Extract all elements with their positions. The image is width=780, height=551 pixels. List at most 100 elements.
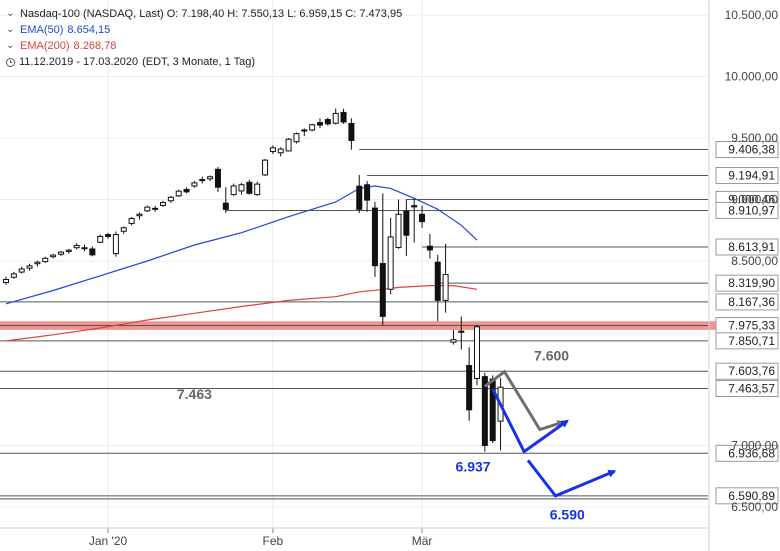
candle-body-up bbox=[175, 190, 182, 197]
candle bbox=[3, 276, 9, 285]
level-label: 8.319,90 bbox=[728, 276, 775, 290]
y-tick-label: 8.500,00 bbox=[731, 254, 778, 268]
candles bbox=[3, 108, 504, 452]
level-label: 9.194,91 bbox=[728, 169, 775, 183]
level-label: 8.167,36 bbox=[728, 295, 775, 309]
candle bbox=[73, 243, 80, 250]
candle-body-up bbox=[191, 182, 198, 187]
price-annotation: 7.463 bbox=[177, 386, 212, 402]
candle-body-up bbox=[269, 147, 276, 153]
candle-body-up bbox=[262, 159, 269, 176]
candle bbox=[105, 232, 112, 239]
candle bbox=[301, 128, 308, 137]
legend-ema50-value: 8.654,15 bbox=[67, 24, 111, 36]
candle-body-up bbox=[73, 245, 80, 249]
candle bbox=[89, 246, 96, 257]
grid bbox=[0, 0, 708, 528]
collapse-chevron-icon[interactable]: ⌄ bbox=[6, 8, 15, 19]
price-annotation: 6.937 bbox=[456, 458, 491, 474]
candle-body-up bbox=[136, 213, 143, 217]
candle-body-down bbox=[152, 207, 159, 210]
price-annotation: 7.600 bbox=[534, 348, 569, 364]
candle bbox=[230, 183, 237, 196]
x-tick-label: Feb bbox=[263, 534, 284, 548]
level-label-box bbox=[715, 274, 779, 292]
candle-body-down bbox=[246, 181, 253, 194]
candle bbox=[364, 181, 371, 212]
legend-ema50-label: EMA(50) bbox=[20, 24, 64, 36]
forecast-arrows bbox=[483, 369, 617, 498]
level-label-box bbox=[715, 201, 779, 219]
level-label: 9.406,38 bbox=[728, 143, 775, 157]
candle bbox=[411, 198, 418, 243]
candle-body-up bbox=[57, 251, 64, 255]
candle bbox=[65, 248, 72, 254]
candle bbox=[379, 193, 386, 325]
candle-body-up bbox=[395, 213, 402, 248]
candle bbox=[160, 200, 166, 207]
candle bbox=[269, 145, 276, 154]
candle bbox=[356, 174, 363, 214]
candle bbox=[81, 244, 88, 252]
candle-body-up bbox=[450, 339, 457, 343]
candle bbox=[50, 253, 57, 259]
candle bbox=[128, 216, 135, 226]
candle bbox=[34, 260, 41, 267]
candle-body-down bbox=[324, 119, 331, 125]
candle bbox=[466, 347, 473, 421]
candle-body-up bbox=[285, 138, 292, 152]
candle-body-up bbox=[238, 184, 245, 192]
candle-body-up bbox=[160, 202, 166, 206]
candle-body-up bbox=[65, 249, 72, 252]
candle bbox=[26, 263, 33, 271]
candle bbox=[120, 226, 127, 234]
ema200-line bbox=[5, 285, 478, 342]
candle bbox=[332, 108, 339, 125]
candle bbox=[293, 132, 300, 144]
level-label: 7.463,57 bbox=[728, 381, 775, 395]
candle bbox=[18, 266, 25, 274]
level-label: 8.910,97 bbox=[728, 203, 775, 217]
candle bbox=[285, 138, 292, 152]
candle bbox=[136, 212, 143, 220]
annotations: 7.600 7.463 6.937 6.590 bbox=[177, 348, 585, 523]
candle-body-up bbox=[34, 261, 41, 265]
candle-body-up bbox=[254, 183, 261, 196]
candle-body-up bbox=[309, 124, 316, 131]
candle-body-down bbox=[340, 111, 347, 123]
legend-range-row: 11.12.2019 - 17.03.2020 (EDT, 3 Monate, … bbox=[6, 54, 402, 70]
legend: ⌄ Nasdaq-100 (NASDAQ, Last) O: 7.198,40 … bbox=[6, 6, 402, 70]
y-tick-label: 7.000,00 bbox=[731, 439, 778, 453]
level-label-box bbox=[715, 379, 779, 397]
candle bbox=[238, 182, 245, 195]
candle-body-up bbox=[277, 148, 284, 154]
candle-body-up bbox=[50, 254, 57, 258]
candle bbox=[57, 250, 64, 257]
candle-body-down bbox=[356, 185, 363, 210]
candle-body-up bbox=[293, 133, 300, 143]
candle-body-down bbox=[379, 262, 386, 317]
candle-body-up bbox=[120, 227, 127, 232]
candle-body-down bbox=[348, 122, 355, 141]
candle bbox=[246, 179, 253, 195]
candle bbox=[395, 199, 402, 249]
collapse-chevron-icon[interactable]: ⌄ bbox=[6, 24, 15, 35]
collapse-chevron-icon[interactable]: ⌄ bbox=[6, 40, 15, 51]
legend-main-text: Nasdaq-100 (NASDAQ, Last) O: 7.198,40 H:… bbox=[20, 8, 403, 20]
candle-body-down bbox=[489, 378, 496, 442]
ema-lines bbox=[5, 185, 478, 342]
candle-body-down bbox=[458, 330, 465, 333]
candle bbox=[42, 256, 49, 263]
y-tick-label: 9.000,00 bbox=[731, 193, 778, 207]
price-annotation: 6.590 bbox=[550, 506, 585, 522]
candle-body-down bbox=[81, 247, 88, 250]
candle bbox=[207, 175, 214, 182]
candle bbox=[309, 123, 316, 132]
forecast-arrow-blue bbox=[491, 388, 569, 454]
candle-body-up bbox=[207, 176, 214, 180]
candle-body-up bbox=[18, 268, 25, 273]
legend-ema200-value: 8.268,78 bbox=[73, 40, 117, 52]
candle-body-down bbox=[426, 245, 433, 251]
candle-body-up bbox=[167, 196, 174, 202]
